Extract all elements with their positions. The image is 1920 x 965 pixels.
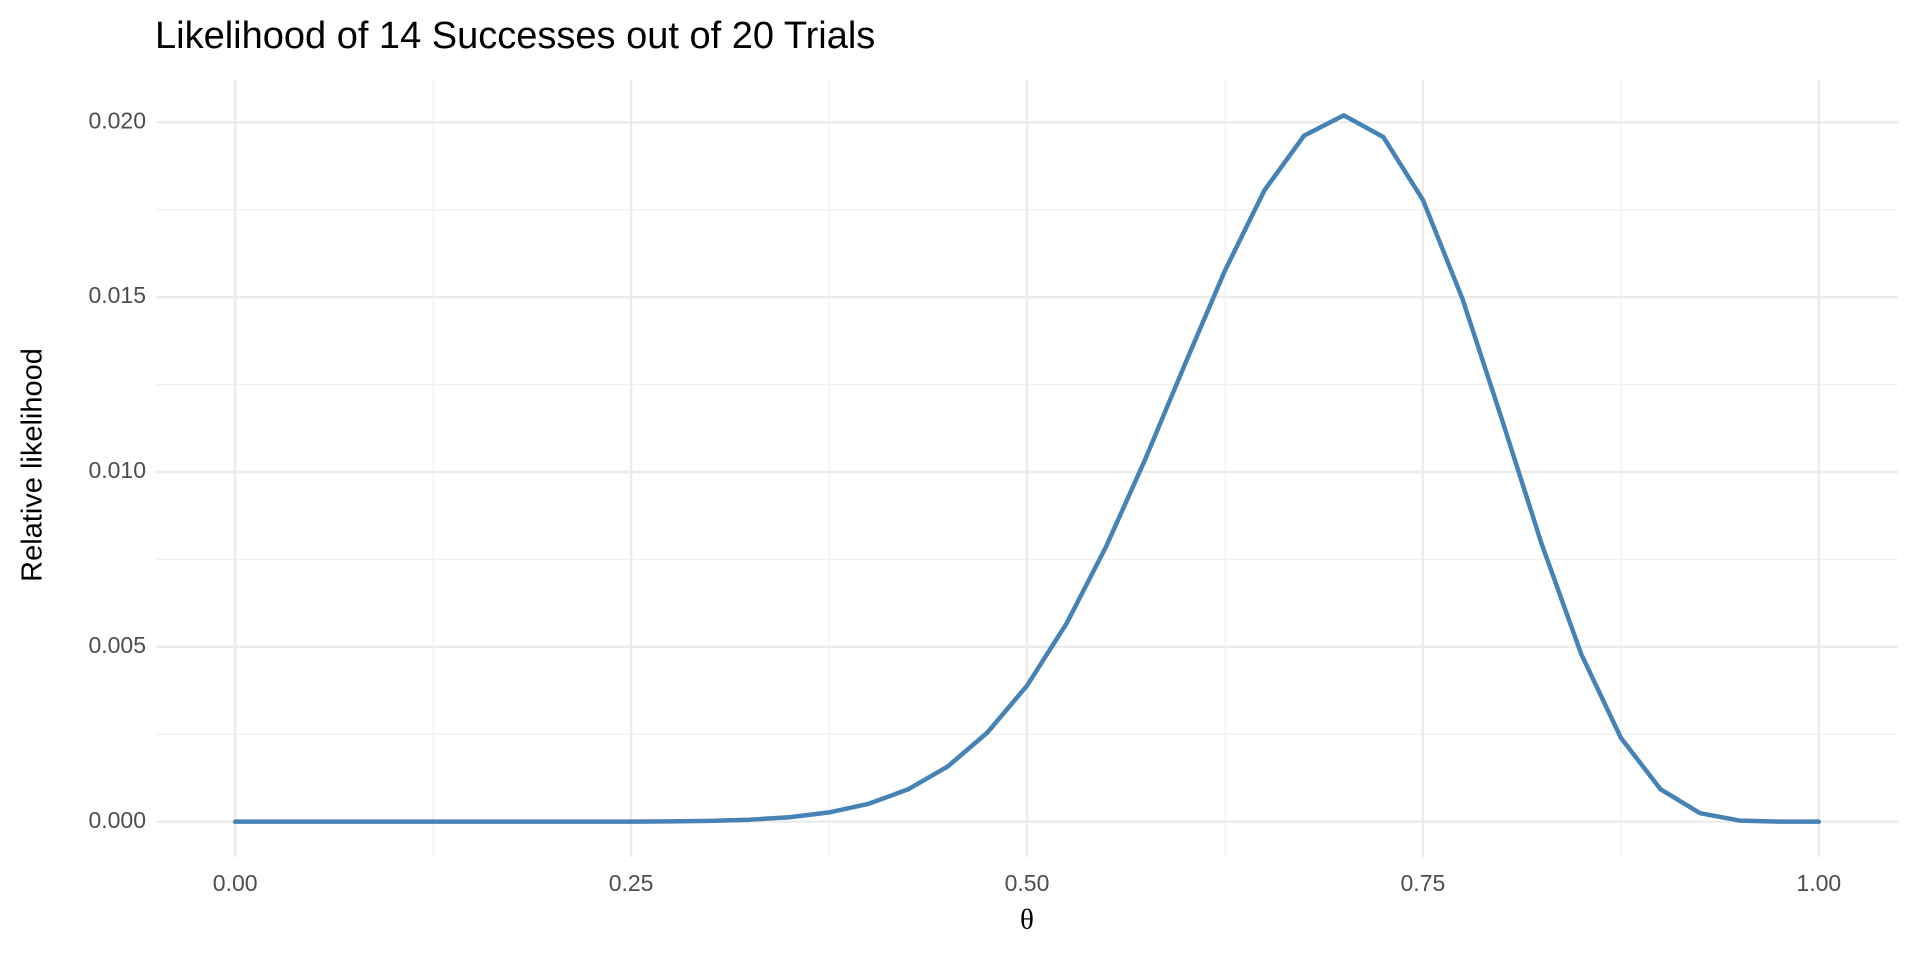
x-tick-label: 0.75: [1401, 870, 1446, 896]
y-tick-label: 0.010: [88, 457, 146, 483]
grid: [156, 80, 1898, 857]
line: [232, 113, 1822, 824]
x-tick-label: 1.00: [1796, 870, 1841, 896]
y-tick-label: 0.005: [88, 632, 146, 658]
y-tick-label: 0.000: [88, 807, 146, 833]
y-tick-label: 0.020: [88, 107, 146, 133]
chart-title: Likelihood of 14 Successes out of 20 Tri…: [155, 15, 875, 57]
marks: [232, 113, 1822, 824]
x-axis-title: θ: [1020, 904, 1034, 936]
x-tick-label: 0.00: [213, 870, 258, 896]
y-axis-title: Relative likelihood: [17, 348, 49, 582]
x-tick-label: 0.50: [1005, 870, 1050, 896]
x-tick-label: 0.25: [609, 870, 654, 896]
y-tick-label: 0.015: [88, 282, 146, 308]
labels: 0.00 0.25 0.50 0.75 1.00 0.000 0.005 0.010 0.015…: [88, 107, 1841, 896]
